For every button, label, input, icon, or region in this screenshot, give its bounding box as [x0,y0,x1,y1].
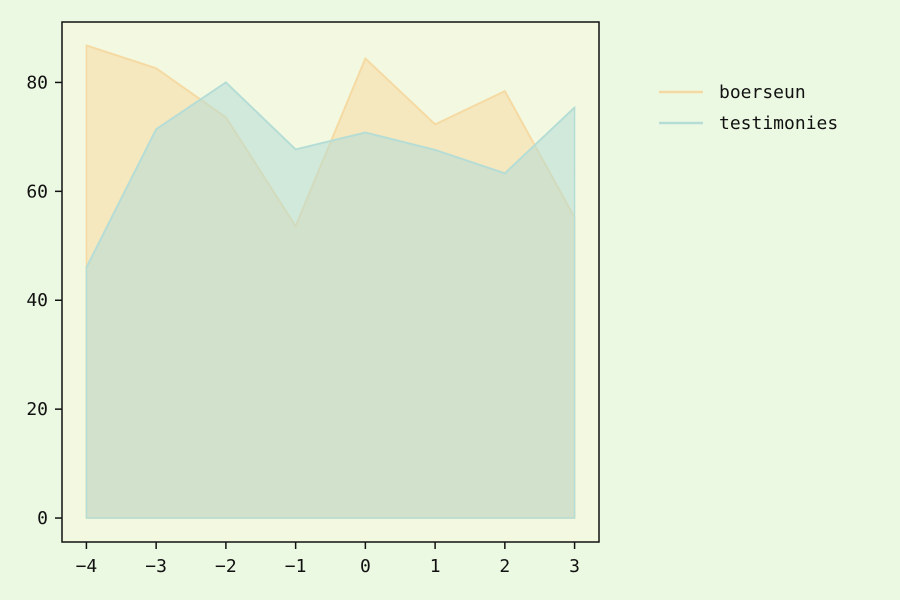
y-axis: 0 20 40 60 80 [26,72,62,529]
y-tick-label: 80 [26,72,48,93]
x-tick-label: −3 [145,556,167,577]
x-tick-label: 1 [430,556,441,577]
legend: boerseun testimonies [659,82,838,134]
series-areas [85,44,576,519]
x-tick-label: −1 [285,556,307,577]
legend-label-testimonies: testimonies [719,113,838,134]
x-axis: −4 −3 −2 −1 0 1 2 3 [76,542,580,577]
x-tick-label: −2 [215,556,237,577]
y-tick-label: 0 [37,508,48,529]
line-testimonies [85,81,576,269]
legend-label-boerseun: boerseun [719,82,806,103]
x-tick-label: 0 [360,556,371,577]
x-tick-label: −4 [76,556,98,577]
x-tick-label: 2 [499,556,510,577]
plot-frame [61,21,600,543]
y-tick-label: 20 [26,399,48,420]
y-tick-label: 40 [26,290,48,311]
y-tick-label: 60 [26,181,48,202]
x-tick-label: 3 [569,556,580,577]
